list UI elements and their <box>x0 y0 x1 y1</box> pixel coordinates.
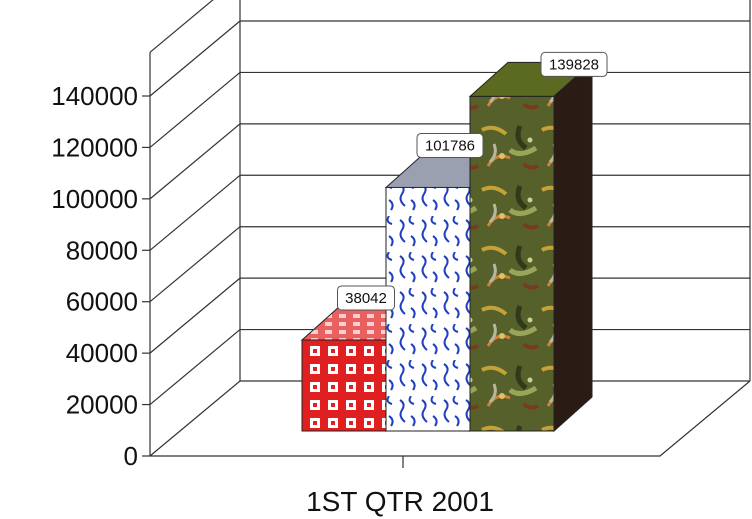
y-tick-label-4: 80000 <box>66 235 138 265</box>
category-label-0: 1ST QTR 2001 <box>306 486 494 517</box>
wall-top-edge <box>150 0 240 52</box>
gridline-diagonal <box>150 21 240 96</box>
gridline-diagonal <box>150 124 240 199</box>
y-tick-label-5: 100000 <box>51 184 138 214</box>
gridline-diagonal <box>150 381 240 456</box>
bar-side-2 <box>554 62 592 431</box>
y-tick-label-7: 140000 <box>51 81 138 111</box>
y-tick-label-2: 40000 <box>66 338 138 368</box>
y-tick-label-0: 0 <box>124 441 138 471</box>
gridline-diagonal <box>150 330 240 405</box>
y-tick-label-6: 120000 <box>51 132 138 162</box>
bar-0 <box>302 340 386 431</box>
y-tick-label-3: 60000 <box>66 287 138 317</box>
gridline-diagonal <box>150 278 240 353</box>
gridline-diagonal <box>150 175 240 250</box>
data-label-2: 139828 <box>549 56 599 73</box>
gridline-diagonal <box>150 227 240 302</box>
data-label-0: 38042 <box>345 290 387 307</box>
bar-1 <box>386 187 470 431</box>
data-label-1: 101786 <box>425 137 475 154</box>
y-tick-label-1: 20000 <box>66 390 138 420</box>
gridline-diagonal <box>150 72 240 147</box>
